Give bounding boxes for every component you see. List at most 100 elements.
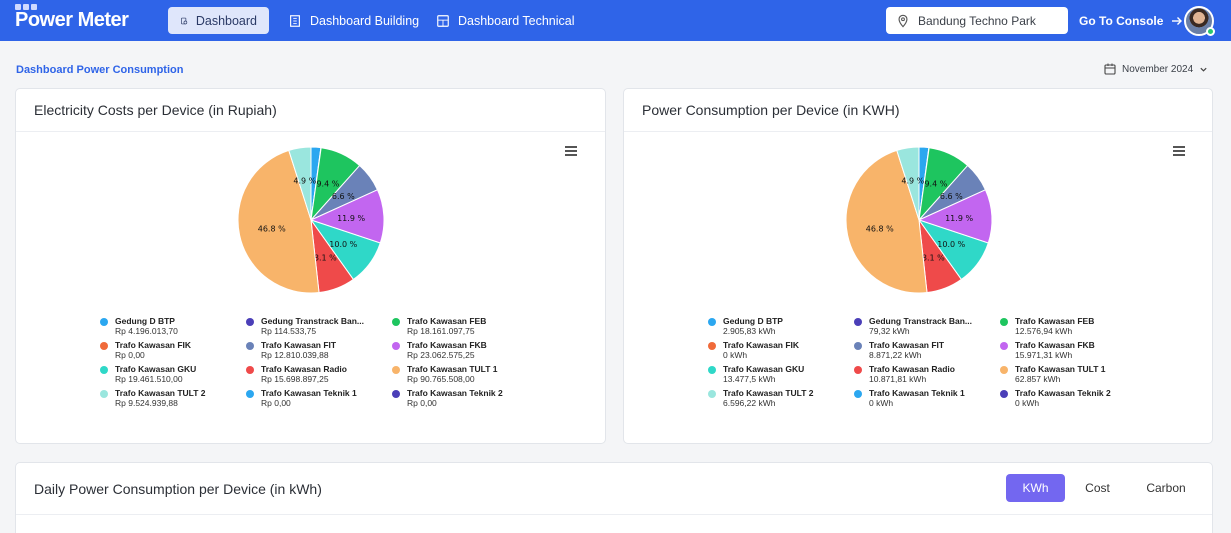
legend-device-value: 0 kWh [723, 350, 748, 360]
legend-item[interactable]: Trafo Kawasan Radio 10.871,81 kWh [854, 364, 1000, 384]
pie-slice-label: 6.6 % [940, 192, 963, 201]
legend-device-name: Trafo Kawasan Radio [261, 364, 347, 374]
brand-logo[interactable]: Power Meter [15, 4, 129, 35]
legend-device-name: Trafo Kawasan TULT 1 [407, 364, 498, 374]
legend-item[interactable]: Trafo Kawasan TULT 2 Rp 9.524.939,88 [100, 388, 246, 408]
pie-slice[interactable] [237, 149, 320, 294]
legend-device-name: Trafo Kawasan GKU [115, 364, 197, 374]
legend-item[interactable]: Trafo Kawasan FIK 0 kWh [708, 340, 854, 360]
month-label: November 2024 [1122, 63, 1194, 75]
legend-device-name: Trafo Kawasan TULT 2 [723, 388, 814, 398]
legend-device-name: Gedung D BTP [723, 316, 783, 326]
legend-item[interactable]: Trafo Kawasan FKB Rp 23.062.575,25 [392, 340, 538, 360]
legend-item[interactable]: Trafo Kawasan FIT Rp 12.810.039,88 [246, 340, 392, 360]
legend-device-value: Rp 9.524.939,88 [115, 398, 178, 408]
legend-item[interactable]: Trafo Kawasan GKU 13.477,5 kWh [708, 364, 854, 384]
tab-dashboard[interactable]: Dashboard [168, 7, 269, 34]
legend-item[interactable]: Trafo Kawasan FKB 15.971,31 kWh [1000, 340, 1146, 360]
legend-item[interactable]: Trafo Kawasan FEB Rp 18.161.097,75 [392, 316, 538, 336]
legend-device-value: Rp 90.765.508,00 [407, 374, 475, 384]
toggle-carbon[interactable]: Carbon [1146, 481, 1186, 495]
chevron-down-icon [1200, 67, 1207, 72]
legend-item[interactable]: Gedung D BTP Rp 4.196.013,70 [100, 316, 246, 336]
legend-device-value: Rp 0,00 [261, 398, 291, 408]
legend-device-value: 10.871,81 kWh [869, 374, 927, 384]
legend-device-value: 12.576,94 kWh [1015, 326, 1073, 336]
pie-slice[interactable] [288, 146, 312, 221]
pie-slice-label: 9.4 % [924, 180, 947, 189]
legend-item[interactable]: Trafo Kawasan TULT 1 62.857 kWh [1000, 364, 1146, 384]
legend-device-name: Trafo Kawasan FIK [723, 340, 800, 350]
legend-device-name: Gedung D BTP [115, 316, 175, 326]
legend-device-value: Rp 18.161.097,75 [407, 326, 475, 336]
legend-device-value: 2.905,83 kWh [723, 326, 776, 336]
legend-item[interactable]: Trafo Kawasan TULT 2 6.596,22 kWh [708, 388, 854, 408]
legend-item[interactable]: Gedung Transtrack Ban... 79,32 kWh [854, 316, 1000, 336]
pie-slice[interactable] [845, 149, 928, 294]
cost-card-title: Electricity Costs per Device (in Rupiah) [16, 89, 605, 132]
legend-dot-icon [392, 366, 400, 374]
pie-slice-label: 10.0 % [937, 240, 965, 249]
brand-name: Power Meter [15, 8, 129, 31]
legend-device-name: Trafo Kawasan Radio [869, 364, 955, 374]
legend-dot-icon [854, 366, 862, 374]
legend-dot-icon [1000, 366, 1008, 374]
pie-slice[interactable] [896, 146, 920, 221]
pie-slice-label: 10.0 % [329, 240, 357, 249]
daily-card: Daily Power Consumption per Device (in k… [15, 462, 1213, 533]
legend-item[interactable]: Gedung D BTP 2.905,83 kWh [708, 316, 854, 336]
legend-device-name: Trafo Kawasan FIT [869, 340, 945, 350]
legend-dot-icon [100, 318, 108, 326]
legend-dot-icon [708, 318, 716, 326]
pie-slice-label: 9.4 % [316, 180, 339, 189]
legend-dot-icon [392, 318, 400, 326]
legend-device-name: Trafo Kawasan FIT [261, 340, 337, 350]
legend-item[interactable]: Gedung Transtrack Ban... Rp 114.533,75 [246, 316, 392, 336]
legend-device-value: 62.857 kWh [1015, 374, 1061, 384]
cost-card: Electricity Costs per Device (in Rupiah)… [15, 88, 606, 444]
tab-dashboard-building[interactable]: Dashboard Building [276, 7, 431, 34]
tab-dashboard-technical-label: Dashboard Technical [458, 13, 575, 28]
legend-dot-icon [100, 342, 108, 350]
arrow-right-icon [1172, 16, 1183, 25]
legend-item[interactable]: Trafo Kawasan Teknik 1 Rp 0,00 [246, 388, 392, 408]
tab-dashboard-technical[interactable]: Dashboard Technical [424, 7, 587, 34]
pie-slice-label: 11.9 % [945, 214, 973, 223]
legend-item[interactable]: Trafo Kawasan TULT 1 Rp 90.765.508,00 [392, 364, 538, 384]
legend-dot-icon [246, 366, 254, 374]
month-picker[interactable]: November 2024 [1104, 63, 1208, 75]
tab-dashboard-building-label: Dashboard Building [310, 13, 420, 28]
chart-menu-icon[interactable] [565, 146, 577, 156]
legend-dot-icon [1000, 318, 1008, 326]
building-icon [290, 14, 300, 27]
top-navbar: Power Meter Dashboard Dashboard Building… [0, 0, 1231, 41]
legend-item[interactable]: Trafo Kawasan FEB 12.576,94 kWh [1000, 316, 1146, 336]
legend-item[interactable]: Trafo Kawasan GKU Rp 19.461.510,00 [100, 364, 246, 384]
legend-item[interactable]: Trafo Kawasan FIT 8.871,22 kWh [854, 340, 1000, 360]
legend-dot-icon [246, 318, 254, 326]
legend-device-name: Trafo Kawasan Teknik 1 [869, 388, 965, 398]
legend-dot-icon [708, 342, 716, 350]
legend-device-name: Trafo Kawasan Teknik 1 [261, 388, 357, 398]
go-to-console-link[interactable]: Go To Console [1079, 7, 1183, 34]
chart-menu-icon[interactable] [1173, 146, 1185, 156]
location-selector[interactable]: Bandung Techno Park [886, 7, 1068, 34]
legend-dot-icon [246, 342, 254, 350]
legend-device-value: 6.596,22 kWh [723, 398, 776, 408]
toggle-kwh[interactable]: KWh [1006, 474, 1065, 502]
legend-dot-icon [1000, 390, 1008, 398]
toggle-cost[interactable]: Cost [1085, 481, 1110, 495]
console-label: Go To Console [1079, 13, 1164, 28]
legend-dot-icon [854, 390, 862, 398]
legend-item[interactable]: Trafo Kawasan Radio Rp 15.698.897,25 [246, 364, 392, 384]
legend-device-value: Rp 0,00 [115, 350, 145, 360]
legend-dot-icon [100, 366, 108, 374]
legend-device-name: Trafo Kawasan FIK [115, 340, 192, 350]
legend-dot-icon [708, 366, 716, 374]
legend-dot-icon [246, 390, 254, 398]
legend-device-value: 0 kWh [869, 398, 894, 408]
legend-item[interactable]: Trafo Kawasan Teknik 2 Rp 0,00 [392, 388, 538, 408]
legend-item[interactable]: Trafo Kawasan FIK Rp 0,00 [100, 340, 246, 360]
